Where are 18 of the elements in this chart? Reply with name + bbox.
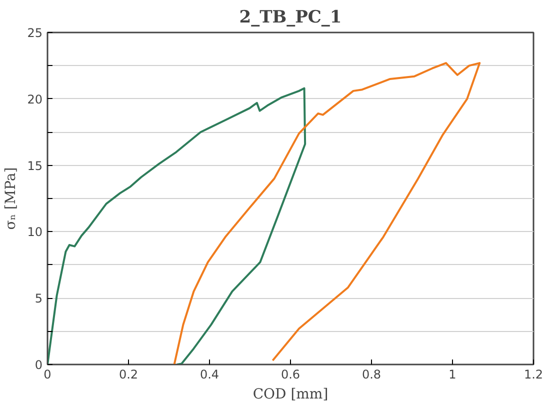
x-tick-label: 0.4 [200, 368, 220, 382]
y-axis-title: σₙ [MPa] [3, 167, 20, 230]
y-tick-label: 25 [27, 26, 43, 40]
x-tick-label: 0.6 [280, 368, 300, 382]
y-tick-label: 0 [34, 358, 43, 372]
y-tick-label: 20 [27, 92, 43, 106]
x-tick-label: 0.2 [118, 368, 138, 382]
x-axis-title: COD [mm] [252, 386, 328, 402]
x-tick-label: 0.8 [362, 368, 382, 382]
y-tick-label: 15 [27, 158, 43, 173]
chart-title: 2_TB_PC_1 [239, 8, 342, 28]
y-tick-label: 5 [34, 292, 43, 306]
y-tick-label: 10 [27, 225, 43, 240]
line-series [48, 87, 306, 364]
x-tick-label: 0 [44, 368, 52, 382]
x-tick-label: 1.2 [524, 368, 544, 382]
line-series [173, 62, 481, 364]
x-tick-label: 1 [448, 368, 456, 382]
